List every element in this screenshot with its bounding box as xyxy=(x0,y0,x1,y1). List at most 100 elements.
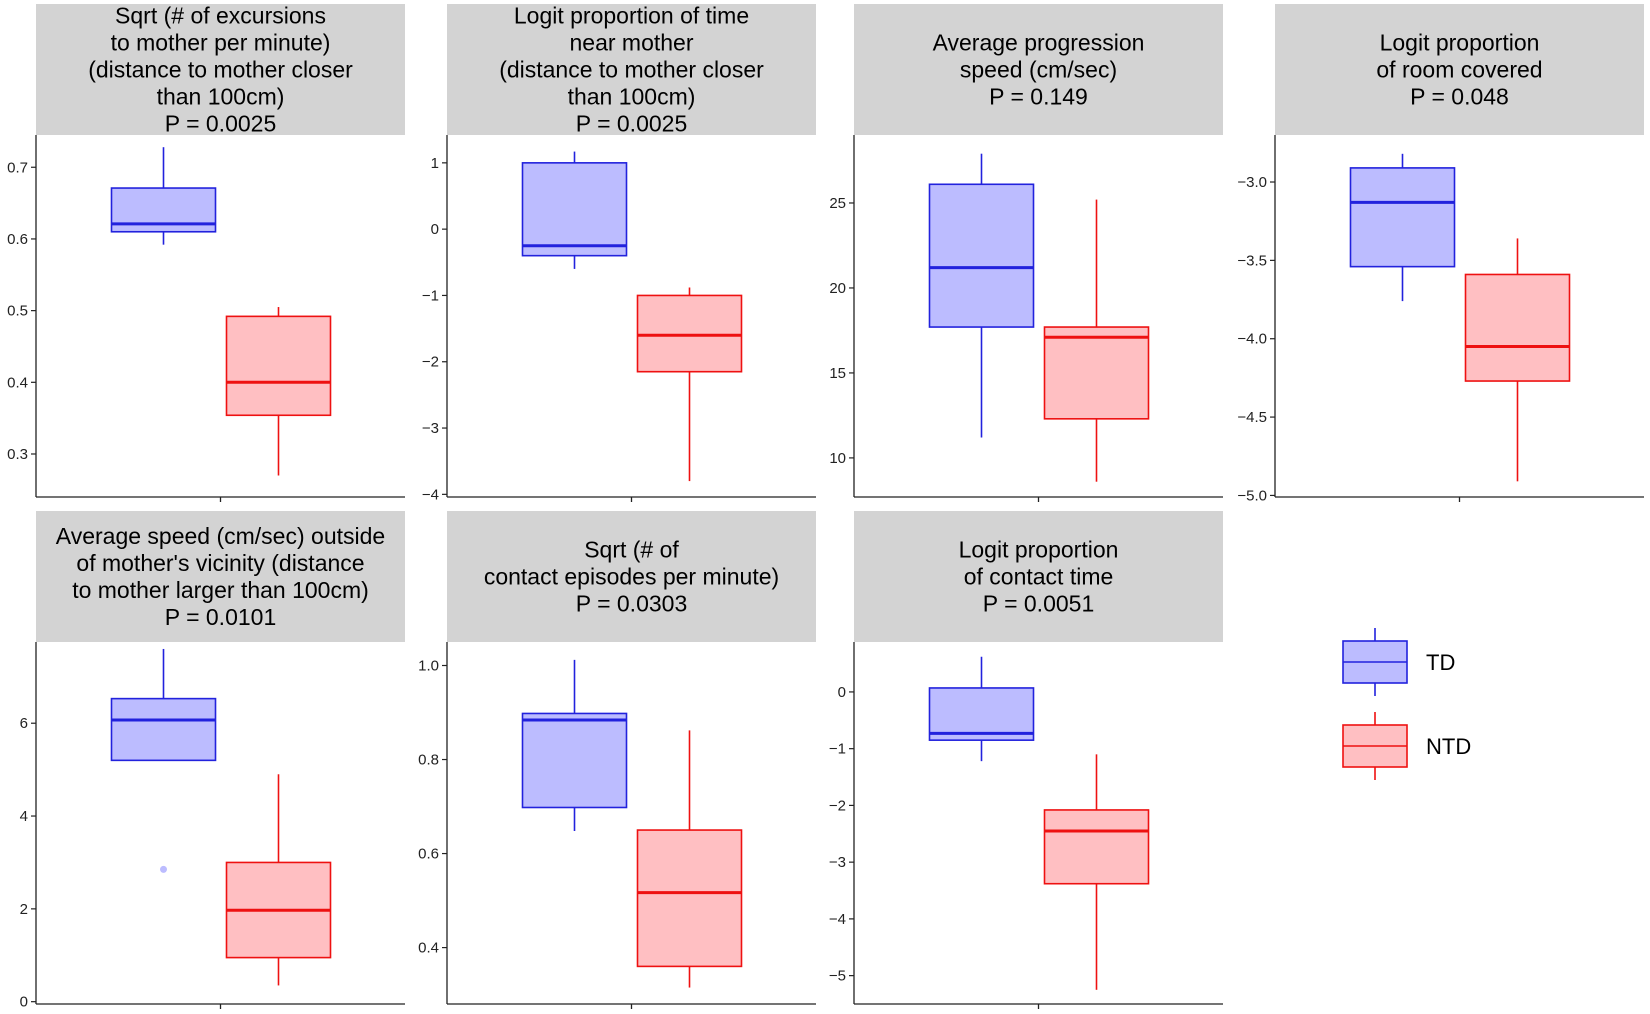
p-value-label: P = 0.149 xyxy=(989,84,1088,110)
iqr-box xyxy=(1043,809,1150,885)
iqr-box xyxy=(1349,167,1456,268)
strip-title-line: speed (cm/sec) xyxy=(960,57,1117,83)
strip-header xyxy=(854,4,1223,135)
y-tick-label: 0.6 xyxy=(7,231,28,248)
strip-title-line: of contact time xyxy=(964,564,1114,590)
y-tick-label: 0.6 xyxy=(418,846,439,863)
y-tick-label: 4 xyxy=(20,808,28,825)
p-value-label: P = 0.0025 xyxy=(165,111,277,137)
box-td xyxy=(928,656,1035,762)
y-tick-label: −4.0 xyxy=(1237,331,1267,348)
y-tick-label: −3.5 xyxy=(1237,252,1267,269)
y-tick-label: −1 xyxy=(829,741,846,758)
strip-title-line: contact episodes per minute) xyxy=(484,564,779,590)
y-tick-label: 0.3 xyxy=(7,446,28,463)
iqr-box xyxy=(1043,326,1150,420)
strip-header xyxy=(447,511,816,642)
strip-title-line: of mother's vicinity (distance xyxy=(76,550,364,576)
strip-title-line: of room covered xyxy=(1376,57,1542,83)
box-td xyxy=(110,147,217,245)
y-tick-label: 0.4 xyxy=(418,940,439,957)
y-tick-label: −3 xyxy=(422,420,439,437)
box-ntd xyxy=(225,774,332,986)
y-tick-label: 1 xyxy=(431,155,439,172)
box-td xyxy=(928,153,1035,438)
y-tick-label: −2 xyxy=(829,797,846,814)
y-tick-label: −4 xyxy=(829,911,846,928)
y-tick-label: 25 xyxy=(829,195,846,212)
strip-title-line: Logit proportion xyxy=(1380,30,1540,56)
y-tick-label: −3.0 xyxy=(1237,174,1267,191)
y-tick-label: 0 xyxy=(431,221,439,238)
y-tick-label: 10 xyxy=(829,450,846,467)
box-td xyxy=(521,151,628,269)
y-tick-label: −4.5 xyxy=(1237,409,1267,426)
y-tick-label: −2 xyxy=(422,354,439,371)
legend-label-td: TD xyxy=(1426,650,1455,675)
y-tick-label: −5 xyxy=(829,968,846,985)
p-value-label: P = 0.0025 xyxy=(576,111,688,137)
strip-title-line: Average progression xyxy=(933,30,1145,56)
y-tick-label: −3 xyxy=(829,854,846,871)
strip-header xyxy=(36,511,405,642)
box-td xyxy=(521,659,628,831)
strip-title-line: than 100cm) xyxy=(157,84,285,110)
iqr-box xyxy=(521,162,628,257)
p-value-label: P = 0.0051 xyxy=(983,591,1095,617)
legend-key-ntd xyxy=(1342,712,1408,780)
y-tick-label: 2 xyxy=(20,901,28,918)
box-ntd xyxy=(636,730,743,988)
y-tick-label: −5.0 xyxy=(1237,487,1267,504)
strip-header xyxy=(36,4,405,135)
strip-title-line: Sqrt (# of xyxy=(584,537,679,563)
strip-title-line: Average speed (cm/sec) outside xyxy=(56,523,385,549)
strip-title-line: (distance to mother closer xyxy=(88,57,353,83)
box-ntd xyxy=(1043,754,1150,990)
legend-label-ntd: NTD xyxy=(1426,734,1471,759)
p-value-label: P = 0.0303 xyxy=(576,591,688,617)
legend: TD NTD xyxy=(1342,628,1471,780)
box-ntd xyxy=(636,287,743,482)
y-tick-label: 6 xyxy=(20,715,28,732)
y-tick-label: −4 xyxy=(422,486,439,503)
strip-title-line: Sqrt (# of excursions xyxy=(115,3,326,29)
box-td xyxy=(110,648,217,873)
strip-header xyxy=(447,4,816,135)
iqr-box xyxy=(1464,273,1571,382)
y-tick-label: 0 xyxy=(838,684,846,701)
y-tick-label: 0 xyxy=(20,994,28,1011)
iqr-box xyxy=(225,315,332,417)
iqr-box xyxy=(636,294,743,373)
box-td xyxy=(1349,153,1456,302)
y-tick-label: 0.8 xyxy=(418,752,439,769)
iqr-box xyxy=(521,712,628,809)
box-ntd xyxy=(1464,238,1571,482)
y-tick-label: 0.4 xyxy=(7,374,28,391)
strip-title-line: than 100cm) xyxy=(568,84,696,110)
iqr-box xyxy=(928,687,1035,741)
box-ntd xyxy=(225,307,332,476)
y-tick-label: 0.7 xyxy=(7,159,28,176)
y-tick-label: 20 xyxy=(829,280,846,297)
y-tick-label: −1 xyxy=(422,287,439,304)
iqr-box xyxy=(636,829,743,968)
iqr-box xyxy=(928,183,1035,328)
strip-title-line: (distance to mother closer xyxy=(499,57,764,83)
p-value-label: P = 0.048 xyxy=(1410,84,1509,110)
strip-title-line: to mother per minute) xyxy=(111,30,331,56)
iqr-box xyxy=(110,697,217,762)
strip-title-line: Logit proportion xyxy=(959,537,1119,563)
strip-title-line: near mother xyxy=(569,30,693,56)
strip-header xyxy=(1275,4,1644,135)
outlier-point xyxy=(160,865,167,873)
strip-header xyxy=(854,511,1223,642)
strip-title-line: to mother larger than 100cm) xyxy=(72,577,369,603)
